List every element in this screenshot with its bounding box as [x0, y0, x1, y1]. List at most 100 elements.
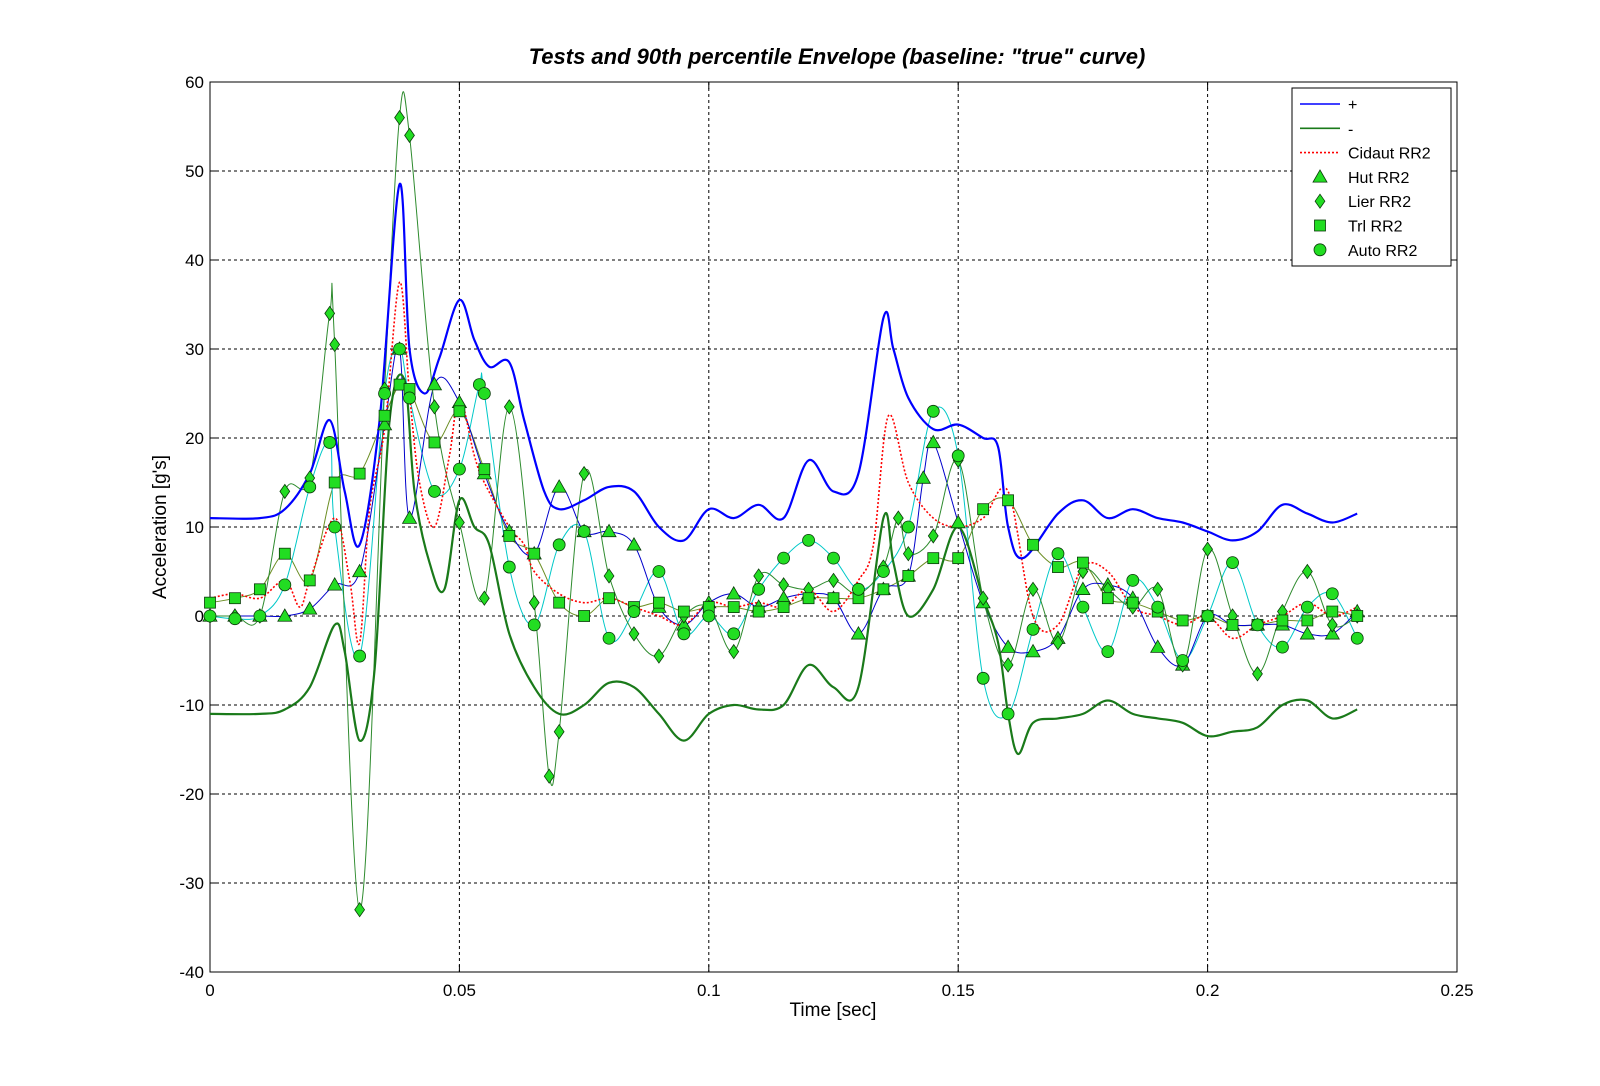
data-point-lier-rr2	[478, 590, 490, 606]
data-point-hut-rr2	[351, 563, 368, 578]
data-point-lier-rr2	[927, 528, 939, 544]
data-point-lier-rr2	[653, 648, 665, 664]
data-point-auto-rr2	[1325, 587, 1339, 601]
data-point-hut-rr2	[726, 585, 742, 600]
data-point-trl-rr2	[1101, 592, 1114, 605]
data-point-hut-rr2	[302, 601, 318, 615]
y-tick-label: 50	[185, 162, 204, 181]
data-point-trl-rr2	[1077, 556, 1089, 569]
data-point-hut-rr2	[277, 608, 293, 622]
axis-ticks: 0 0.05 0.1 0.15 0.2 0.25 -40 -30 -20 -10 0 10 20 30 40…	[179, 73, 1473, 1000]
data-point-trl-rr2	[802, 592, 815, 605]
data-point-auto-rr2	[203, 609, 217, 623]
data-point-trl-rr2	[204, 596, 216, 609]
x-tick-label: 0.05	[443, 981, 476, 1000]
legend-label: Auto RR2	[1348, 243, 1417, 260]
series-line-cidaut-rr2	[210, 281, 1358, 646]
data-point-lier-rr2	[778, 577, 790, 593]
data-point-hut-rr2	[601, 523, 617, 538]
data-point-lier-rr2	[1027, 581, 1039, 597]
data-point-auto-rr2	[1201, 609, 1214, 623]
data-point-hut-rr2	[426, 376, 443, 391]
y-tick-label: 10	[185, 518, 204, 537]
legend-label: Lier RR2	[1348, 194, 1411, 211]
data-point-lier-rr2	[902, 546, 914, 562]
data-point-auto-rr2	[1276, 640, 1289, 654]
data-point-auto-rr2	[1051, 547, 1065, 561]
series-line-upper-envelope	[210, 183, 1358, 560]
legend-label: Hut RR2	[1348, 170, 1409, 187]
data-point-auto-rr2	[1300, 600, 1314, 614]
data-point-trl-rr2	[1326, 605, 1339, 618]
data-point-hut-rr2	[1150, 639, 1166, 653]
data-point-auto-rr2	[677, 627, 691, 641]
data-point-trl-rr2	[1351, 610, 1364, 622]
x-tick-label: 0.25	[1440, 981, 1473, 1000]
data-point-trl-rr2	[977, 503, 990, 516]
y-tick-label: -20	[179, 785, 204, 804]
data-point-auto-rr2	[1350, 631, 1364, 645]
data-point-lier-rr2	[454, 514, 465, 531]
data-point-lier-rr2	[329, 336, 341, 353]
data-point-lier-rr2	[279, 483, 291, 500]
data-point-trl-rr2	[229, 592, 241, 605]
data-point-trl-rr2	[1176, 614, 1189, 627]
data-point-trl-rr2	[453, 405, 466, 418]
data-point-trl-rr2	[927, 552, 940, 565]
x-tick-label: 0.1	[697, 981, 721, 1000]
x-axis-title: Time [sec]	[790, 1000, 877, 1021]
x-tick-label: 0.2	[1196, 981, 1220, 1000]
data-point-hut-rr2	[551, 479, 567, 493]
data-point-auto-rr2	[951, 449, 965, 463]
data-point-auto-rr2	[328, 520, 342, 534]
data-point-trl-rr2	[902, 570, 915, 582]
data-point-trl-rr2	[827, 592, 840, 605]
series-markers	[202, 109, 1365, 918]
data-point-auto-rr2	[1226, 556, 1239, 569]
legend: + - Cidaut RR2 Hut RR2 Lier RR2 Trl RR2 Auto R…	[1291, 87, 1452, 267]
data-point-auto-rr2	[1176, 654, 1190, 667]
legend-label: Cidaut RR2	[1348, 146, 1431, 163]
data-point-lier-rr2	[503, 399, 515, 415]
data-point-lier-rr2	[553, 724, 565, 740]
data-point-auto-rr2	[1001, 707, 1015, 721]
data-point-lier-rr2	[1002, 657, 1014, 673]
data-point-trl-rr2	[328, 476, 341, 489]
y-tick-label: -30	[179, 874, 204, 893]
data-point-trl-rr2	[553, 596, 566, 609]
data-point-hut-rr2	[1299, 625, 1316, 640]
chart-title: Tests and 90th percentile Envelope (base…	[529, 44, 1146, 69]
data-point-hut-rr2	[1025, 643, 1041, 658]
data-point-lier-rr2	[977, 590, 989, 606]
legend-swatch-marker	[1314, 219, 1326, 232]
data-point-auto-rr2	[1076, 600, 1090, 614]
data-point-lier-rr2	[528, 594, 540, 611]
data-point-hut-rr2	[1075, 581, 1091, 595]
data-point-trl-rr2	[1276, 614, 1289, 627]
data-point-hut-rr2	[401, 510, 418, 524]
data-point-auto-rr2	[727, 627, 741, 641]
data-point-auto-rr2	[1101, 645, 1115, 658]
data-point-auto-rr2	[303, 480, 317, 494]
data-point-lier-rr2	[578, 465, 590, 482]
data-point-hut-rr2	[626, 536, 642, 551]
data-point-auto-rr2	[1151, 600, 1165, 614]
data-point-auto-rr2	[926, 404, 940, 418]
data-point-trl-rr2	[253, 583, 266, 596]
data-point-lier-rr2	[1326, 617, 1338, 633]
data-point-trl-rr2	[727, 601, 740, 613]
data-point-trl-rr2	[1126, 596, 1139, 609]
data-point-trl-rr2	[1002, 494, 1014, 507]
legend-swatch-marker	[1314, 193, 1326, 209]
data-point-trl-rr2	[393, 378, 406, 391]
y-tick-label: 60	[185, 73, 204, 92]
data-point-auto-rr2	[228, 612, 242, 626]
data-point-hut-rr2	[850, 625, 867, 640]
y-tick-label: 40	[185, 251, 204, 270]
data-point-lier-rr2	[394, 109, 405, 126]
data-point-auto-rr2	[428, 484, 441, 498]
data-point-trl-rr2	[877, 583, 890, 596]
data-point-hut-rr2	[925, 434, 941, 449]
data-point-trl-rr2	[378, 409, 391, 422]
